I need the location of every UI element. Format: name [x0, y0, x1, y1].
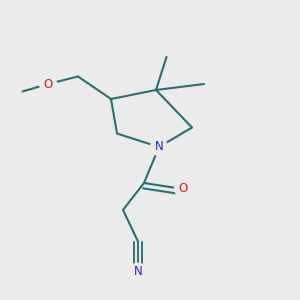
Circle shape: [130, 263, 146, 280]
Circle shape: [40, 76, 56, 92]
Circle shape: [151, 139, 167, 155]
Text: O: O: [44, 77, 52, 91]
Circle shape: [175, 181, 191, 197]
Text: O: O: [178, 182, 188, 196]
Text: N: N: [134, 265, 142, 278]
Text: N: N: [154, 140, 164, 154]
